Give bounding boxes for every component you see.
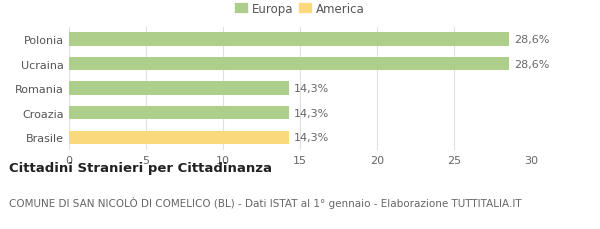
- Bar: [69, 33, 509, 46]
- Legend: Europa, America: Europa, America: [232, 0, 368, 19]
- Bar: [69, 82, 289, 95]
- Text: COMUNE DI SAN NICOLÒ DI COMELICO (BL) - Dati ISTAT al 1° gennaio - Elaborazione : COMUNE DI SAN NICOLÒ DI COMELICO (BL) - …: [9, 196, 521, 208]
- Text: 28,6%: 28,6%: [514, 35, 550, 45]
- Text: 14,3%: 14,3%: [294, 133, 329, 143]
- Text: 28,6%: 28,6%: [514, 59, 550, 69]
- Bar: [69, 106, 289, 120]
- Bar: [69, 57, 509, 71]
- Bar: [69, 131, 289, 144]
- Text: 14,3%: 14,3%: [294, 108, 329, 118]
- Text: 14,3%: 14,3%: [294, 84, 329, 94]
- Text: Cittadini Stranieri per Cittadinanza: Cittadini Stranieri per Cittadinanza: [9, 161, 272, 174]
